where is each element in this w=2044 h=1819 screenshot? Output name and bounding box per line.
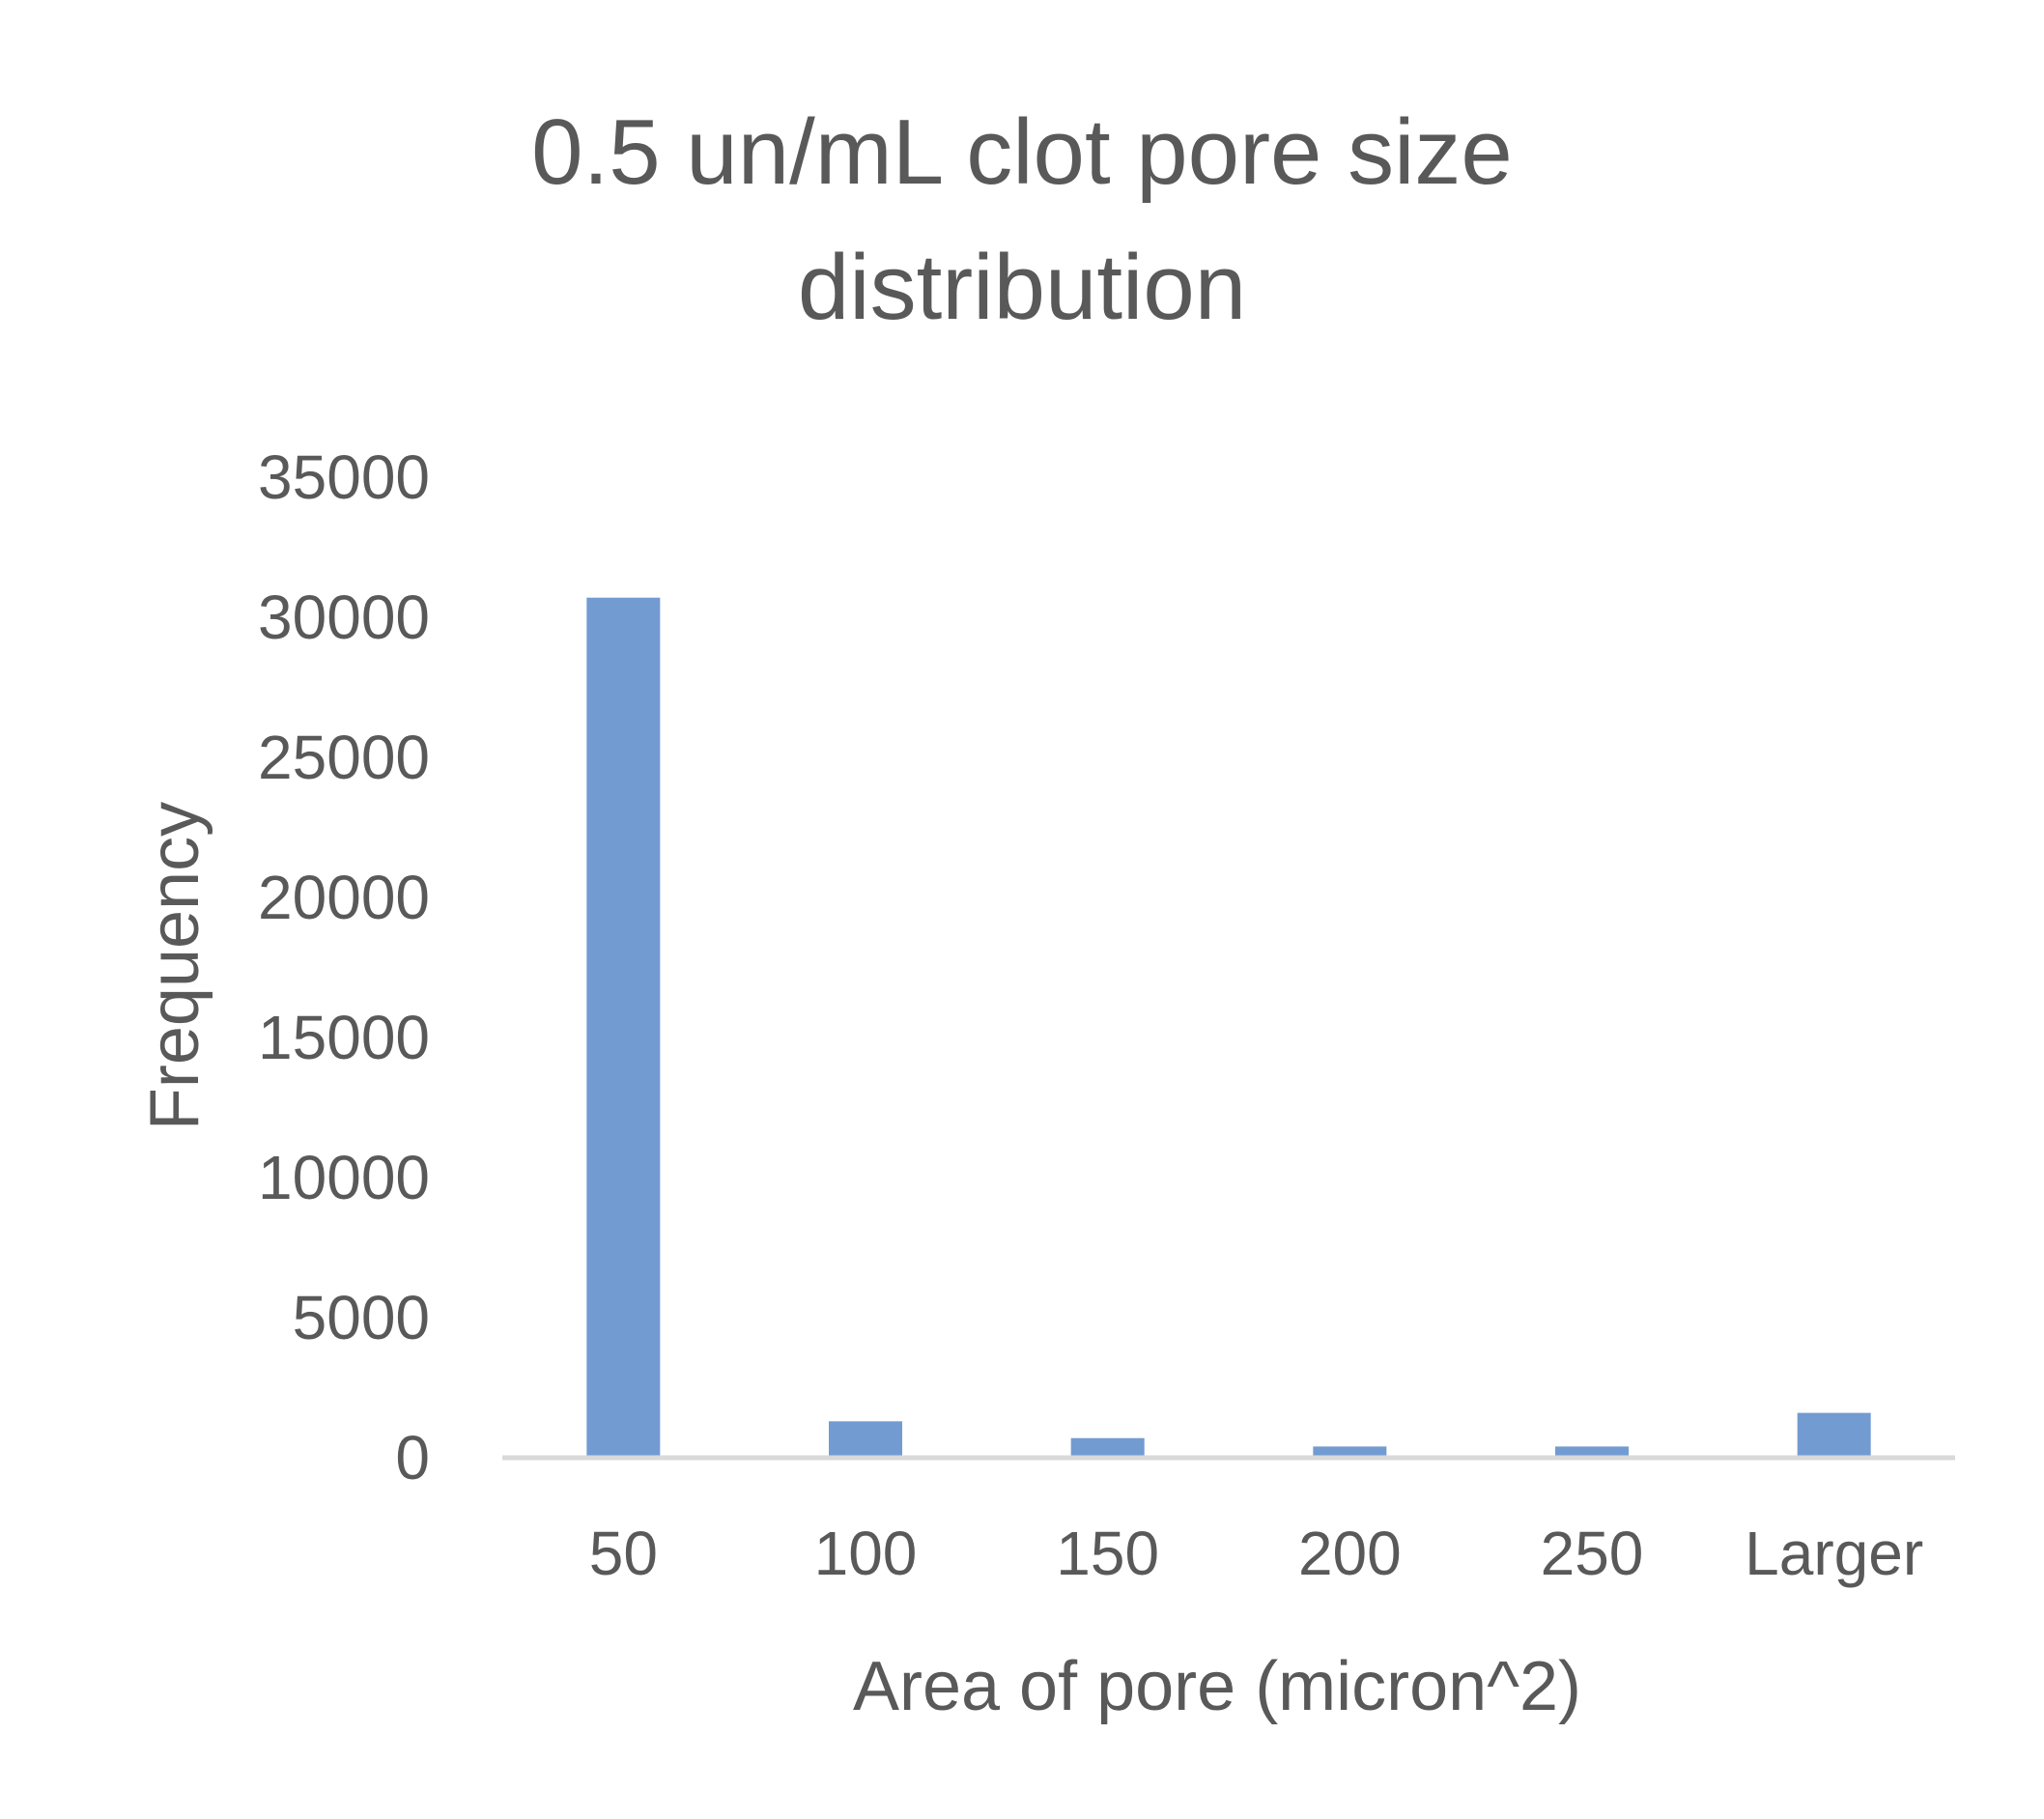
bar-50 (586, 597, 661, 1458)
chart-title-line-2: distribution (798, 236, 1246, 339)
bar-100 (829, 1421, 902, 1458)
bar-250 (1555, 1446, 1629, 1458)
bar-150 (1070, 1437, 1145, 1458)
y-tick-label: 30000 (258, 583, 430, 652)
x-tick-label: 100 (814, 1519, 918, 1588)
bar-200 (1313, 1446, 1387, 1458)
y-tick-label: 15000 (258, 1003, 430, 1072)
bar-larger (1797, 1412, 1871, 1458)
y-tick-label: 25000 (258, 723, 430, 792)
y-axis-ticks: 0 5000 10000 15000 20000 25000 30000 35000 (258, 442, 430, 1492)
x-axis-title: Area of pore (micron^2) (853, 1648, 1581, 1725)
x-axis-ticks: 50 100 150 200 250 Larger (589, 1519, 1923, 1588)
y-tick-label: 0 (395, 1423, 430, 1492)
x-tick-label: 200 (1298, 1519, 1402, 1588)
x-tick-label: Larger (1745, 1519, 1923, 1588)
y-tick-label: 10000 (258, 1143, 430, 1212)
bars-group (586, 597, 1871, 1458)
chart-title-line-1: 0.5 un/mL clot pore size (531, 100, 1513, 204)
y-tick-label: 35000 (258, 442, 430, 512)
y-axis-title: Frequency (136, 802, 213, 1130)
x-tick-label: 150 (1056, 1519, 1159, 1588)
x-tick-label: 250 (1541, 1519, 1644, 1588)
y-tick-label: 5000 (293, 1283, 430, 1352)
y-tick-label: 20000 (258, 863, 430, 932)
x-tick-label: 50 (589, 1519, 658, 1588)
